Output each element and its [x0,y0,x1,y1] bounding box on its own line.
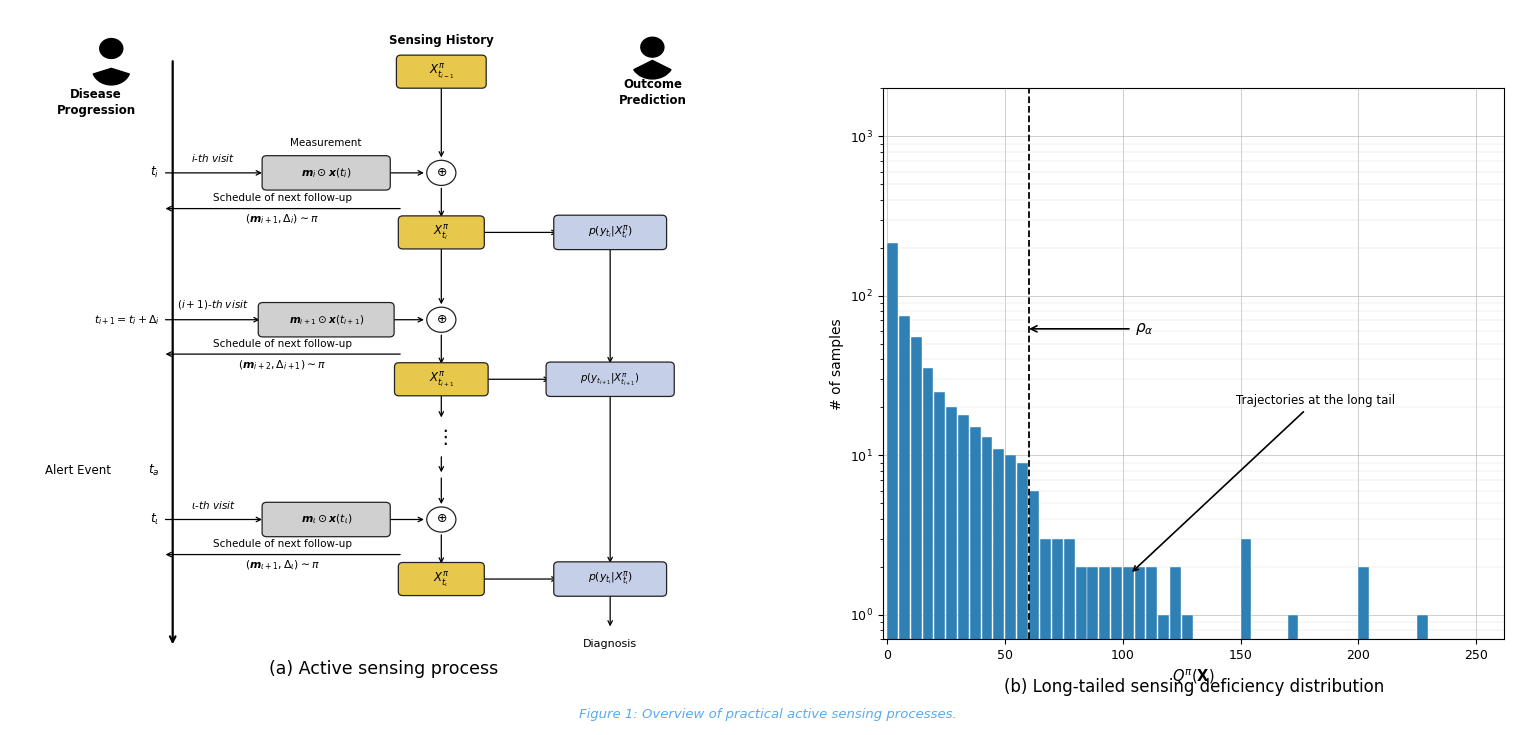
Bar [910,337,921,735]
Bar [993,448,1004,735]
Text: $\boldsymbol{m}_{i+1} \odot \boldsymbol{x}(t_{i+1})$: $\boldsymbol{m}_{i+1} \odot \boldsymbol{… [289,313,364,326]
Wedge shape [634,60,671,79]
Bar [946,407,956,735]
FancyBboxPatch shape [554,562,666,596]
FancyBboxPatch shape [262,156,390,190]
Text: (b) Long-tailed sensing deficiency distribution: (b) Long-tailed sensing deficiency distr… [1004,678,1385,695]
FancyBboxPatch shape [394,363,488,396]
Text: (a) Active sensing process: (a) Active sensing process [269,660,499,678]
Text: Measurement: Measurement [290,138,362,148]
Text: $t_i$: $t_i$ [150,165,160,180]
Bar [1240,539,1251,735]
Text: $\boldsymbol{m}_i \odot \boldsymbol{x}(t_i)$: $\boldsymbol{m}_i \odot \boldsymbol{x}(t… [301,166,352,179]
Text: $X_{t_i}^{\pi}$: $X_{t_i}^{\pi}$ [433,223,450,242]
Bar [981,437,992,735]
Text: Schedule of next follow-up: Schedule of next follow-up [213,539,352,549]
Text: $\boldsymbol{m}_\iota \odot \boldsymbol{x}(t_\iota)$: $\boldsymbol{m}_\iota \odot \boldsymbol{… [301,513,352,526]
Text: $(\boldsymbol{m}_{i+1}, \Delta_i) \sim \pi$: $(\boldsymbol{m}_{i+1}, \Delta_i) \sim \… [246,212,319,226]
Circle shape [427,507,456,532]
FancyBboxPatch shape [258,303,394,337]
Circle shape [427,160,456,185]
Bar [1288,614,1299,735]
Bar [1099,567,1110,735]
Text: Figure 1: Overview of practical active sensing processes.: Figure 1: Overview of practical active s… [579,709,956,721]
Text: $p(y_{t_i}|X_{t_i}^{\pi})$: $p(y_{t_i}|X_{t_i}^{\pi})$ [588,223,632,242]
Bar [1028,491,1039,735]
Text: $(\boldsymbol{m}_{i+2}, \Delta_{i+1}) \sim \pi$: $(\boldsymbol{m}_{i+2}, \Delta_{i+1}) \s… [238,358,327,372]
Bar [900,315,910,735]
Text: Trajectories at the long tail: Trajectories at the long tail [1133,394,1395,571]
FancyBboxPatch shape [262,502,390,537]
FancyBboxPatch shape [399,216,485,249]
Text: $(\boldsymbol{m}_{\iota+1}, \Delta_\iota) \sim \pi$: $(\boldsymbol{m}_{\iota+1}, \Delta_\iota… [246,559,319,572]
FancyBboxPatch shape [396,55,487,88]
Bar [1064,539,1074,735]
Circle shape [100,39,123,59]
Text: $p(y_{t_{i+1}}|X_{t_{i+1}}^{\pi})$: $p(y_{t_{i+1}}|X_{t_{i+1}}^{\pi})$ [580,371,640,387]
Bar [1358,567,1369,735]
Bar [935,392,946,735]
X-axis label: $Q^{\pi}(\mathbf{X})$: $Q^{\pi}(\mathbf{X})$ [1173,667,1214,686]
Text: $X_{t_\iota}^{\pi}$: $X_{t_\iota}^{\pi}$ [433,570,450,589]
Bar [1041,539,1051,735]
Bar [887,243,898,735]
Text: $\iota$-th visit: $\iota$-th visit [190,499,236,511]
Text: Sensing History: Sensing History [388,34,494,47]
Text: $p(y_{t_\iota}|X_{t_\iota}^{\pi})$: $p(y_{t_\iota}|X_{t_\iota}^{\pi})$ [588,570,632,588]
Bar [1016,462,1028,735]
Text: Alert Event: Alert Event [45,464,111,477]
Bar [1087,567,1099,735]
Text: Disease
Progression: Disease Progression [57,88,135,117]
FancyBboxPatch shape [399,562,485,595]
Text: Schedule of next follow-up: Schedule of next follow-up [213,193,352,204]
Bar [1051,539,1064,735]
Text: $\oplus$: $\oplus$ [436,312,447,326]
Circle shape [642,37,665,57]
Text: Diagnosis: Diagnosis [583,639,637,648]
Wedge shape [94,68,129,85]
Bar [1005,455,1016,735]
Text: Outcome
Prediction: Outcome Prediction [619,79,686,107]
Text: $i$-th visit: $i$-th visit [192,152,235,165]
Text: $t_a$: $t_a$ [147,463,160,478]
Bar [1111,567,1122,735]
Bar [970,427,981,735]
Bar [1134,567,1145,735]
Bar [1122,567,1134,735]
Text: $X_{t_{i+1}}^{\pi}$: $X_{t_{i+1}}^{\pi}$ [428,370,454,389]
Bar [1147,567,1157,735]
Bar [1170,567,1180,735]
Bar [1182,614,1193,735]
Text: $\oplus$: $\oplus$ [436,165,447,179]
Text: $\vdots$: $\vdots$ [434,428,448,448]
Y-axis label: # of samples: # of samples [830,318,844,409]
Text: $t_{i+1} = t_i + \Delta_i$: $t_{i+1} = t_i + \Delta_i$ [94,313,160,326]
Bar [1417,614,1428,735]
Text: $(i+1)$-th visit: $(i+1)$-th visit [177,298,249,311]
Text: Schedule of next follow-up: Schedule of next follow-up [213,339,352,349]
Text: $\oplus$: $\oplus$ [436,512,447,526]
Bar [1157,614,1170,735]
Bar [923,368,933,735]
Bar [958,415,969,735]
Circle shape [427,307,456,332]
Bar [1076,567,1087,735]
Text: $t_\iota$: $t_\iota$ [150,512,160,527]
Text: $X_{t_{i-1}}^{\pi}$: $X_{t_{i-1}}^{\pi}$ [428,62,454,81]
FancyBboxPatch shape [554,215,666,250]
Text: $\rho_{\alpha}$: $\rho_{\alpha}$ [1032,321,1153,337]
FancyBboxPatch shape [546,362,674,396]
